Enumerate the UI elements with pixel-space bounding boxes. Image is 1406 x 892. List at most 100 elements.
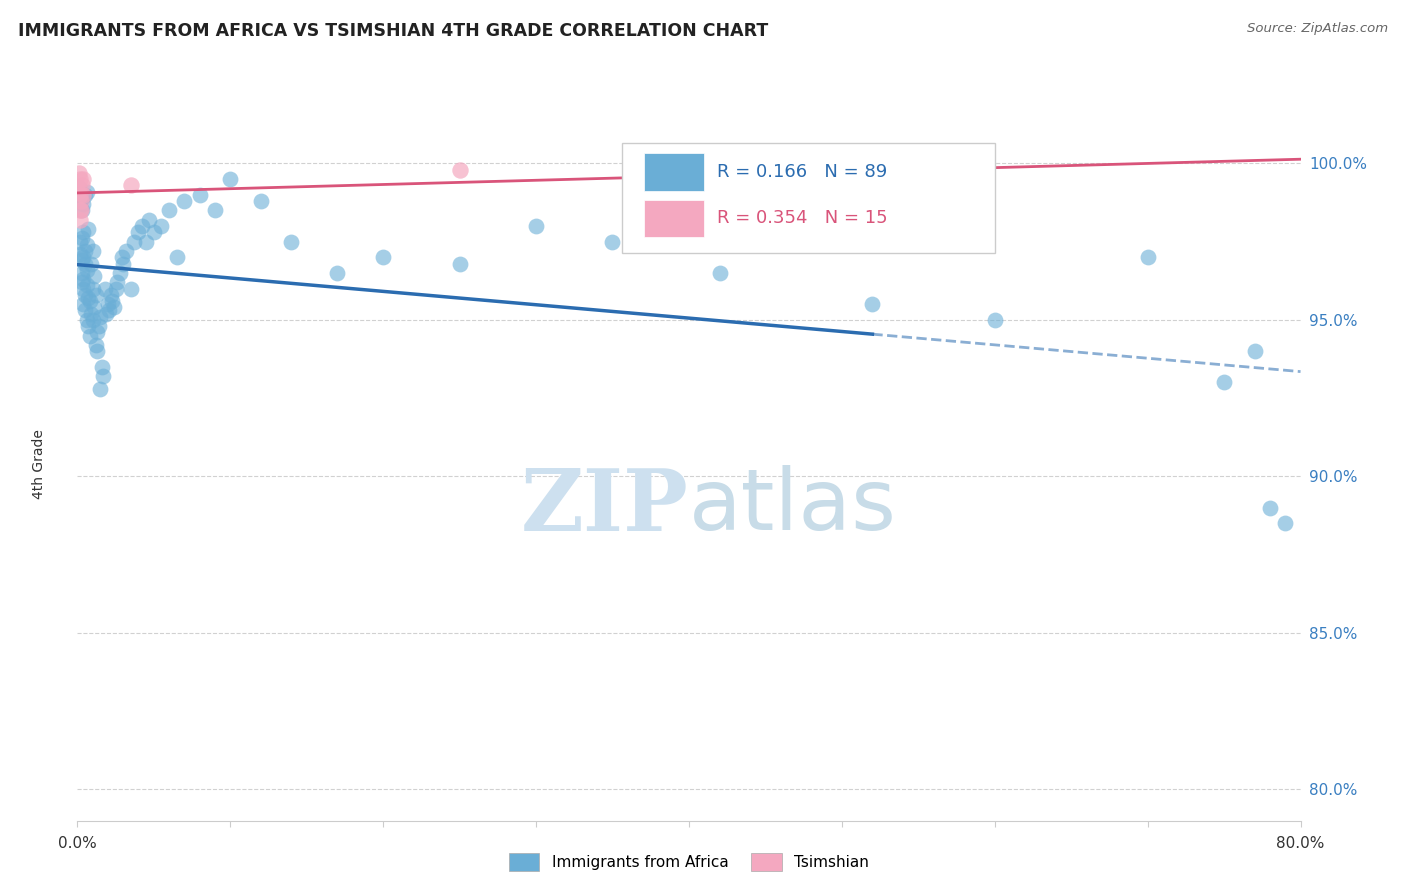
- FancyBboxPatch shape: [644, 200, 703, 237]
- FancyBboxPatch shape: [621, 143, 995, 253]
- Text: atlas: atlas: [689, 465, 897, 549]
- Point: [96, 307, 118, 321]
- Point: [76, 237, 98, 252]
- Point: [73, 256, 96, 270]
- Text: IMMIGRANTS FROM AFRICA VS TSIMSHIAN 4TH GRADE CORRELATION CHART: IMMIGRANTS FROM AFRICA VS TSIMSHIAN 4TH …: [18, 22, 769, 40]
- Point: [73, 187, 96, 202]
- Point: [128, 225, 150, 239]
- Point: [371, 250, 394, 264]
- Point: [709, 266, 731, 280]
- Point: [80, 307, 103, 321]
- Point: [70, 275, 93, 289]
- Point: [86, 326, 108, 340]
- Point: [449, 256, 471, 270]
- Point: [1274, 516, 1296, 531]
- FancyBboxPatch shape: [644, 153, 703, 191]
- Point: [79, 294, 101, 309]
- Point: [73, 288, 96, 302]
- Point: [69, 212, 91, 227]
- Point: [69, 172, 91, 186]
- Point: [204, 203, 226, 218]
- Point: [72, 272, 94, 286]
- Point: [1136, 250, 1159, 264]
- Point: [77, 222, 100, 236]
- Point: [97, 297, 120, 311]
- Point: [326, 266, 349, 280]
- Point: [89, 310, 111, 324]
- Point: [105, 275, 128, 289]
- Point: [69, 235, 91, 249]
- Legend: Immigrants from Africa, Tsimshian: Immigrants from Africa, Tsimshian: [503, 847, 875, 877]
- Point: [984, 313, 1007, 327]
- Point: [76, 185, 98, 199]
- Point: [70, 191, 93, 205]
- Point: [111, 250, 134, 264]
- Point: [73, 244, 96, 258]
- Point: [907, 169, 929, 183]
- Point: [83, 268, 105, 283]
- Point: [862, 297, 884, 311]
- Point: [250, 194, 273, 208]
- Point: [108, 266, 131, 280]
- Point: [70, 194, 93, 208]
- Point: [69, 203, 91, 218]
- Point: [112, 256, 135, 270]
- Text: Source: ZipAtlas.com: Source: ZipAtlas.com: [1247, 22, 1388, 36]
- Point: [101, 294, 124, 309]
- Point: [89, 382, 111, 396]
- Point: [449, 162, 471, 177]
- Point: [1213, 376, 1236, 390]
- Point: [100, 288, 122, 302]
- Text: ZIP: ZIP: [522, 465, 689, 549]
- Point: [72, 225, 94, 239]
- Point: [122, 235, 145, 249]
- Point: [76, 313, 98, 327]
- Point: [80, 256, 103, 270]
- Point: [76, 262, 98, 277]
- Point: [70, 178, 93, 193]
- Point: [72, 172, 94, 186]
- Point: [166, 250, 188, 264]
- Point: [84, 288, 107, 302]
- Point: [72, 197, 94, 211]
- Point: [82, 244, 104, 258]
- Text: 4th Grade: 4th Grade: [32, 429, 46, 499]
- Point: [70, 231, 93, 245]
- Point: [602, 235, 624, 249]
- Point: [524, 219, 547, 233]
- Point: [73, 303, 96, 318]
- Point: [157, 203, 180, 218]
- Point: [70, 253, 93, 268]
- Point: [142, 225, 165, 239]
- Point: [150, 219, 173, 233]
- Point: [115, 244, 138, 258]
- Point: [84, 338, 107, 352]
- Point: [72, 187, 94, 202]
- Point: [67, 166, 90, 180]
- Text: R = 0.354   N = 15: R = 0.354 N = 15: [717, 210, 887, 227]
- Point: [72, 282, 94, 296]
- Point: [103, 301, 125, 315]
- Point: [94, 282, 117, 296]
- Text: 80.0%: 80.0%: [1277, 837, 1324, 851]
- Point: [188, 187, 211, 202]
- Point: [67, 181, 90, 195]
- Point: [70, 203, 93, 218]
- Point: [82, 282, 104, 296]
- Point: [77, 319, 100, 334]
- Point: [173, 194, 195, 208]
- Point: [69, 247, 91, 261]
- Point: [83, 301, 105, 315]
- Point: [79, 328, 101, 343]
- Text: 0.0%: 0.0%: [58, 837, 97, 851]
- Point: [67, 181, 90, 195]
- Point: [138, 212, 160, 227]
- Point: [135, 235, 157, 249]
- Point: [1243, 344, 1265, 359]
- Point: [70, 266, 93, 280]
- Point: [86, 344, 108, 359]
- Text: R = 0.166   N = 89: R = 0.166 N = 89: [717, 163, 887, 181]
- Point: [76, 278, 98, 293]
- Point: [69, 187, 91, 202]
- Point: [91, 369, 114, 384]
